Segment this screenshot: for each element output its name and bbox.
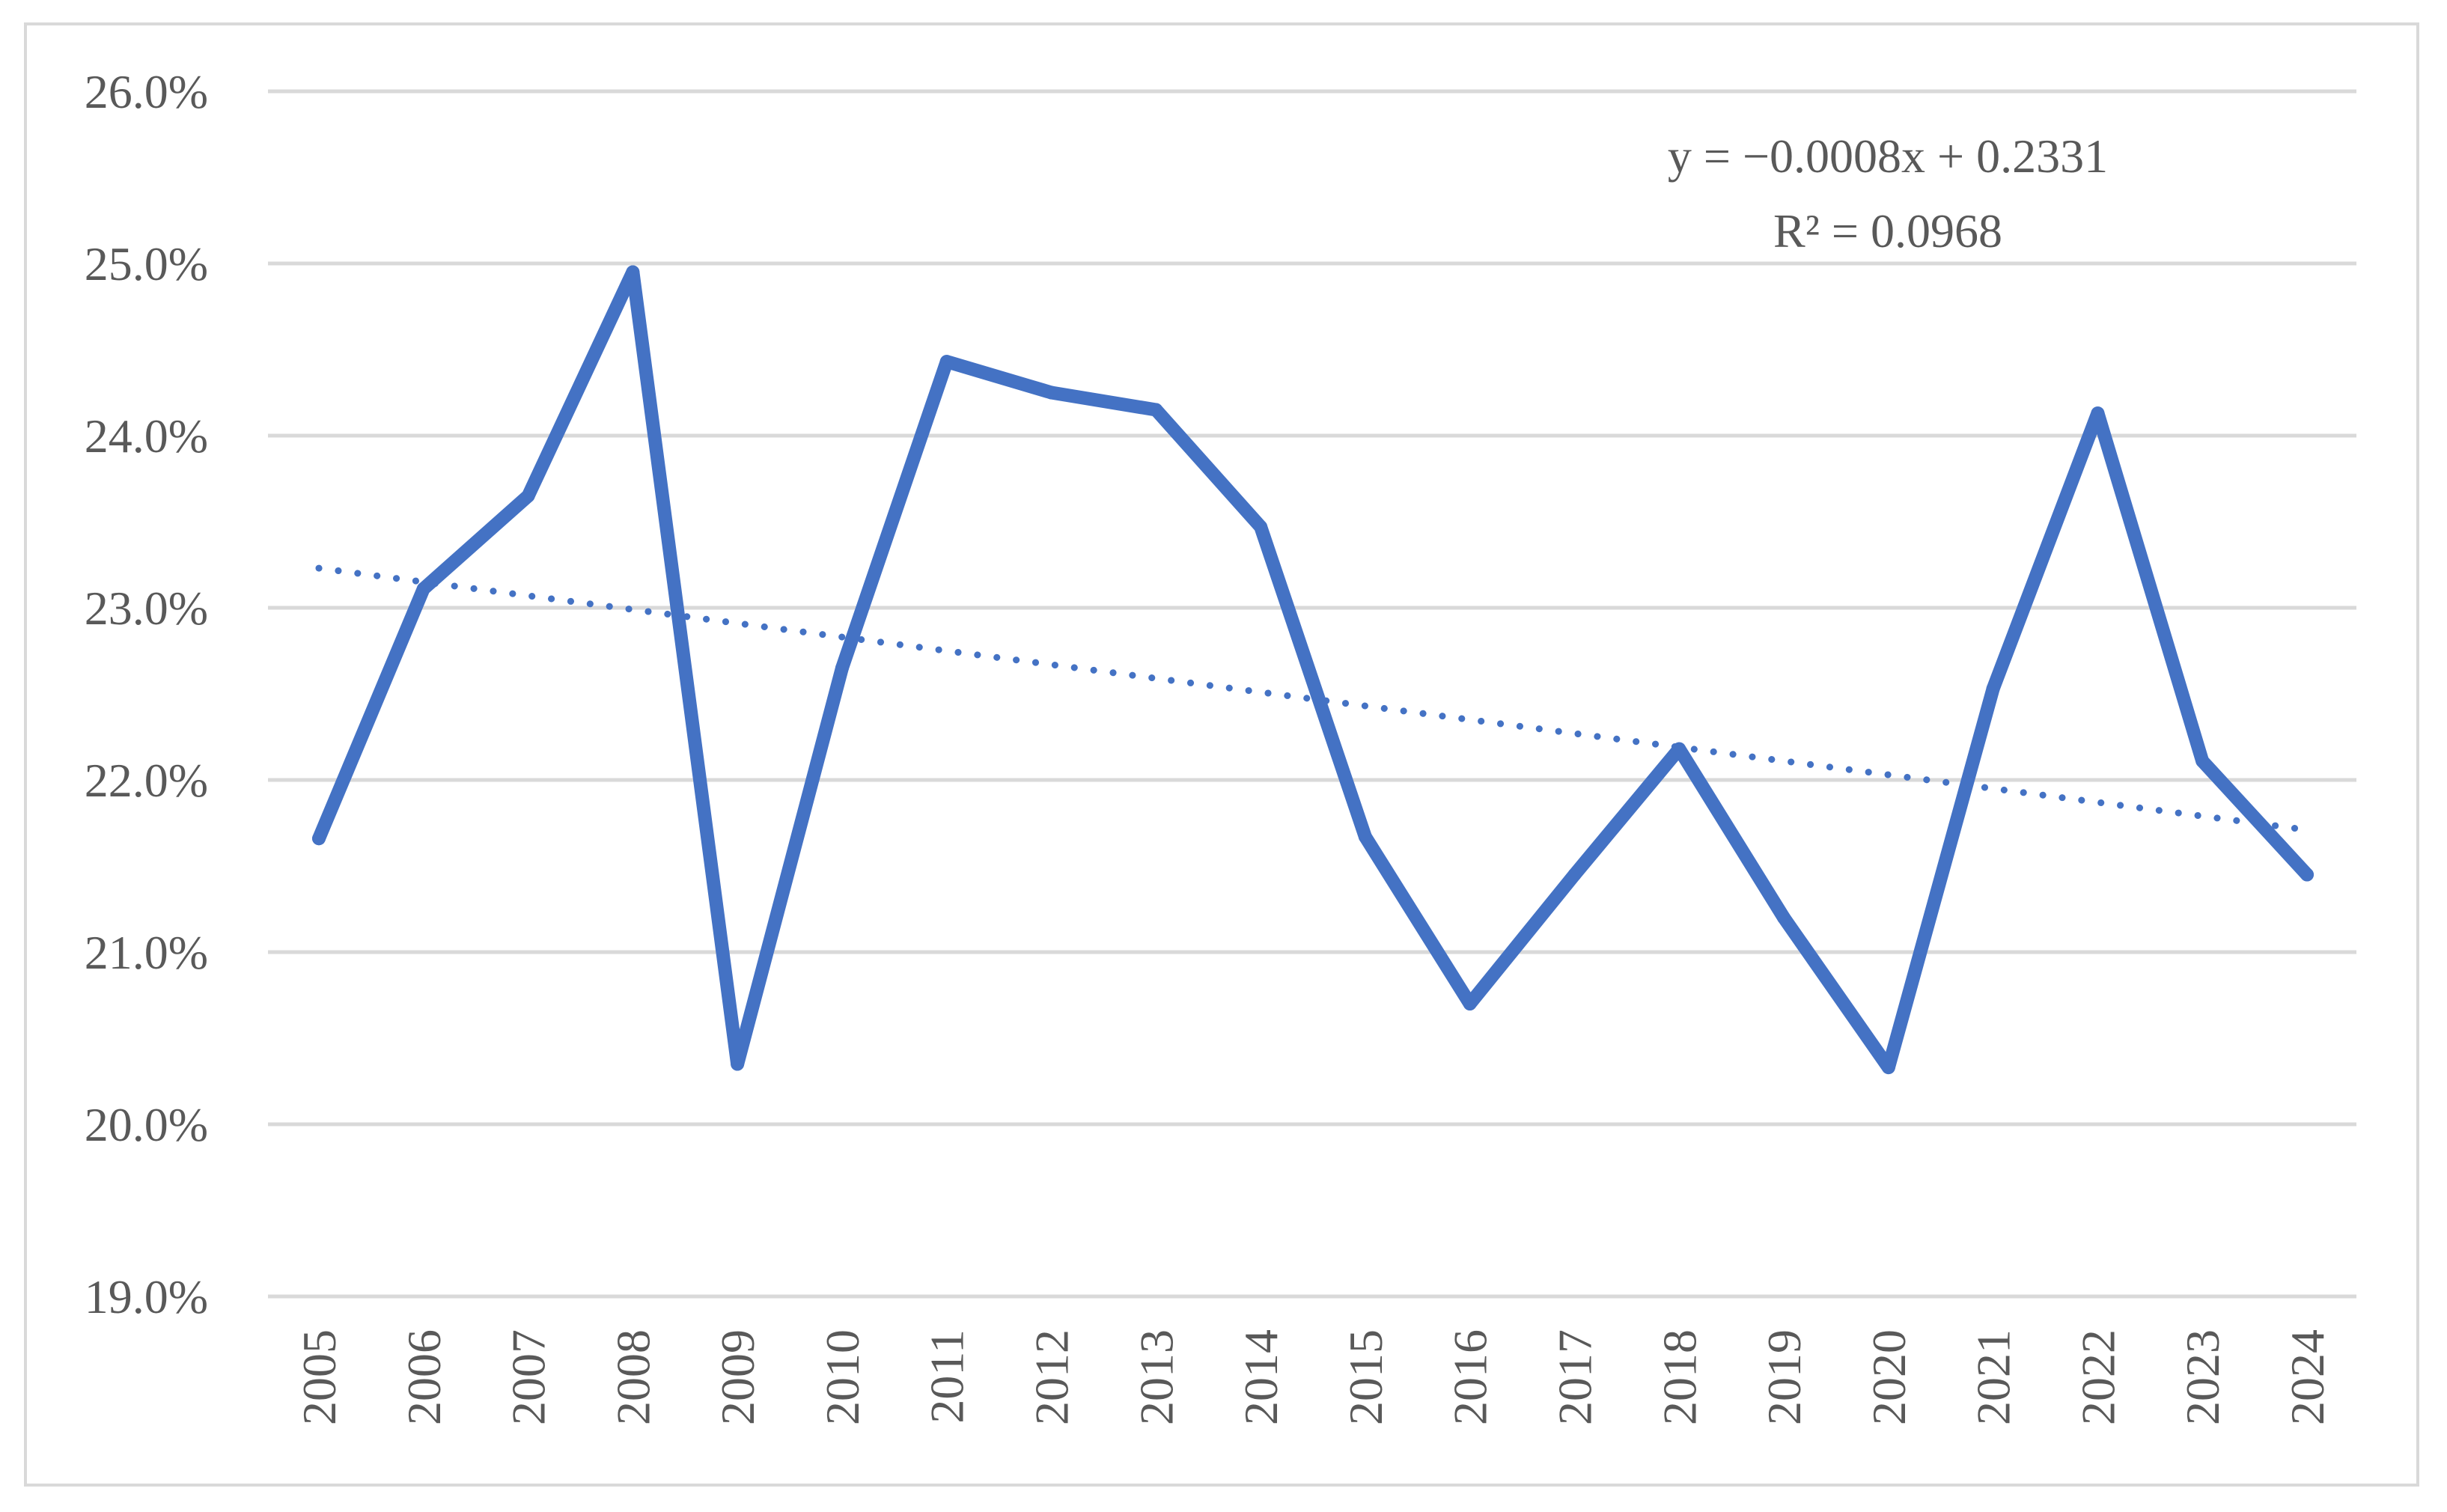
data-point (1044, 385, 1058, 400)
data-point (416, 582, 430, 596)
x-tick-label: 2015 (1339, 1329, 1392, 1425)
x-tick-label: 2012 (1026, 1329, 1079, 1425)
x-tick-label: 2019 (1758, 1329, 1811, 1425)
x-tick-label: 2018 (1653, 1329, 1706, 1425)
x-tick-label: 2017 (1548, 1329, 1601, 1425)
y-tick-label: 23.0% (85, 582, 208, 635)
y-axis-ticks: 19.0% 20.0% 21.0% 22.0% 23.0% 24.0% 25.0% 26.0% (85, 65, 208, 1323)
data-point (1881, 1061, 1895, 1075)
data-point (1463, 997, 1477, 1010)
x-tick-label: 2007 (502, 1329, 555, 1425)
data-point (835, 661, 849, 675)
x-tick-label: 2008 (606, 1329, 659, 1425)
y-tick-label: 24.0% (85, 409, 208, 463)
x-tick-label: 2009 (711, 1329, 764, 1425)
chart-frame: 19.0% 20.0% 21.0% 22.0% 23.0% 24.0% 25.0% 26.0%… (24, 22, 2419, 1487)
series-line (312, 265, 2314, 1075)
y-tick-label: 26.0% (85, 65, 208, 118)
x-tick-label: 2006 (397, 1329, 451, 1425)
y-tick-label: 19.0% (85, 1270, 208, 1323)
x-tick-label: 2011 (921, 1329, 974, 1424)
y-tick-label: 20.0% (85, 1098, 208, 1151)
x-tick-label: 2023 (2176, 1329, 2229, 1425)
trendline-equation: y = −0.0008x + 0.2331 (1668, 129, 2108, 183)
y-tick-label: 21.0% (85, 926, 208, 979)
data-point (939, 355, 954, 369)
gridlines (268, 89, 2356, 1299)
x-tick-label: 2014 (1234, 1329, 1288, 1425)
x-tick-label: 2021 (1967, 1329, 2020, 1425)
trendline (315, 564, 2311, 834)
x-tick-label: 2010 (816, 1329, 869, 1425)
x-tick-label: 2013 (1130, 1329, 1183, 1425)
data-point (2300, 868, 2314, 882)
data-point (626, 265, 640, 279)
x-tick-label: 2024 (2281, 1329, 2334, 1425)
x-tick-label: 2016 (1444, 1329, 1497, 1425)
trendline-layer (315, 564, 2311, 834)
x-tick-label: 2005 (293, 1329, 346, 1425)
series-layer (312, 265, 2314, 1075)
trendline-r-squared: R² = 0.0968 (1773, 204, 2002, 257)
data-point (1672, 742, 1686, 756)
data-point (1149, 403, 1163, 417)
data-point (1986, 682, 2000, 696)
data-point (1254, 519, 1268, 534)
data-point (521, 489, 535, 503)
x-tick-label: 2022 (2071, 1329, 2124, 1425)
y-tick-label: 25.0% (85, 237, 208, 290)
data-point (312, 832, 326, 846)
data-point (2091, 406, 2105, 421)
y-tick-label: 22.0% (85, 754, 208, 807)
data-point (1358, 829, 1372, 844)
data-point (1777, 911, 1791, 924)
data-point (1567, 868, 1582, 882)
data-point (731, 1057, 745, 1071)
trendline-annotation: y = −0.0008x + 0.2331 R² = 0.0968 (1668, 129, 2108, 257)
x-tick-label: 2020 (1862, 1329, 1916, 1425)
line-chart: 19.0% 20.0% 21.0% 22.0% 23.0% 24.0% 25.0% 26.0%… (85, 65, 2356, 1425)
x-axis-ticks: 2005 2006 2007 2008 2009 2010 2011 2012 2013 2014… (293, 1329, 2334, 1425)
data-point (2195, 754, 2210, 768)
